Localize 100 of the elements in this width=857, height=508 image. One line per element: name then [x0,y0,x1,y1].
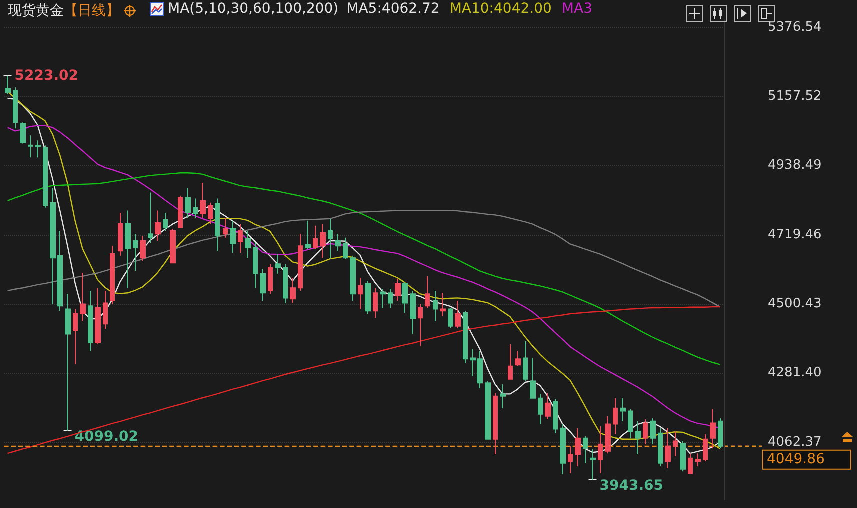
candlestick [718,418,723,450]
candlestick [568,446,573,474]
line-series [7,306,721,454]
candlestick [703,434,708,462]
candlestick [260,268,266,302]
candlestick [185,188,191,218]
candlestick [583,436,588,464]
candlestick [193,198,198,218]
candlestick [163,212,168,232]
candlestick [290,278,296,304]
candlestick [80,272,86,322]
candlestick [628,408,633,439]
candlestick [268,264,273,295]
y-tick-label: 5157.52 [768,89,822,104]
candlestick [148,192,153,244]
candlestick [20,122,26,144]
ref-line-label: 4049.86 [767,451,825,468]
candlestick [410,290,416,335]
candlestick [230,220,236,254]
candlestick [493,392,498,456]
candlestick [178,195,183,228]
candlestick [170,228,176,264]
candlestick [433,290,438,322]
candlestick [635,420,641,456]
candlestick [402,282,408,314]
candlestick [350,255,356,302]
candlestick [388,288,393,308]
candlestick [365,280,371,314]
candlestick [485,380,491,440]
candlestick [200,182,206,218]
text: MA5:4062.72 [346,1,440,17]
candlestick [440,292,446,317]
candlestick [688,453,693,475]
candlestick [673,430,678,457]
candlestick [140,236,146,262]
candlestick [373,288,378,319]
candlestick [215,198,220,252]
candlestick [590,448,596,480]
candlestick [650,418,656,445]
y-tick-label: 5376.54 [768,20,822,35]
candlestick [118,212,123,256]
candlestick [515,350,521,367]
candlestick [358,278,363,310]
candlestick [253,242,258,289]
candlestick [463,310,468,364]
candlestick [328,218,333,260]
candlestick [5,75,11,95]
candlestick [545,392,551,420]
y-tick-label: 4500.43 [768,296,822,312]
candlestick [643,418,648,445]
candlestick [335,234,341,252]
candlestick [448,308,453,329]
candlestick [598,426,603,474]
text: MA(5,10,30,60,100,200) [168,1,339,17]
candlestick [605,416,611,454]
text: MA3 [562,1,592,17]
candlestick [523,340,528,382]
candlestick [245,230,251,259]
candlestick [553,398,558,434]
candlestick [320,224,326,259]
candlestick [620,398,626,422]
candlestick [500,384,506,409]
candlestick [530,358,536,399]
candlestick [103,290,108,330]
candlestick [95,288,101,345]
candlestick [275,254,281,274]
candlestick [238,224,243,254]
chart-title: 现货黄金 [8,2,64,20]
candlestick [155,210,161,242]
candlestick [283,264,288,304]
candlestick [313,225,318,250]
candlestick [133,234,138,272]
y-tick-label: 4719.46 [768,227,822,242]
y-tick-label: 4281.40 [768,366,822,381]
annotation: 4099.02 [74,428,139,445]
candlestick [28,135,33,158]
line-series [7,172,721,366]
candlestick [710,408,716,450]
candlestick [35,140,41,158]
chart-subtitle: 【日线】 [64,2,120,20]
y-tick-label: 4062.37 [768,434,822,450]
candlestick [665,428,671,469]
candlestick [418,304,423,347]
text: MA10:4042.00 [450,1,552,17]
candlestick [125,210,131,289]
candlestick [658,428,663,468]
candlestick [613,398,618,435]
candlestick [575,428,581,468]
candlestick [395,278,401,302]
candlestick [538,394,543,425]
candlestick [73,308,78,365]
candlestick [455,300,461,329]
candlestick [110,246,115,305]
y-tick-label: 4938.49 [768,158,822,174]
candlestick [343,237,348,260]
annotation: 5223.02 [14,68,79,84]
candlestick [223,218,228,238]
candlestick [298,234,303,292]
candlestick [208,202,213,224]
candlestick [425,276,430,308]
